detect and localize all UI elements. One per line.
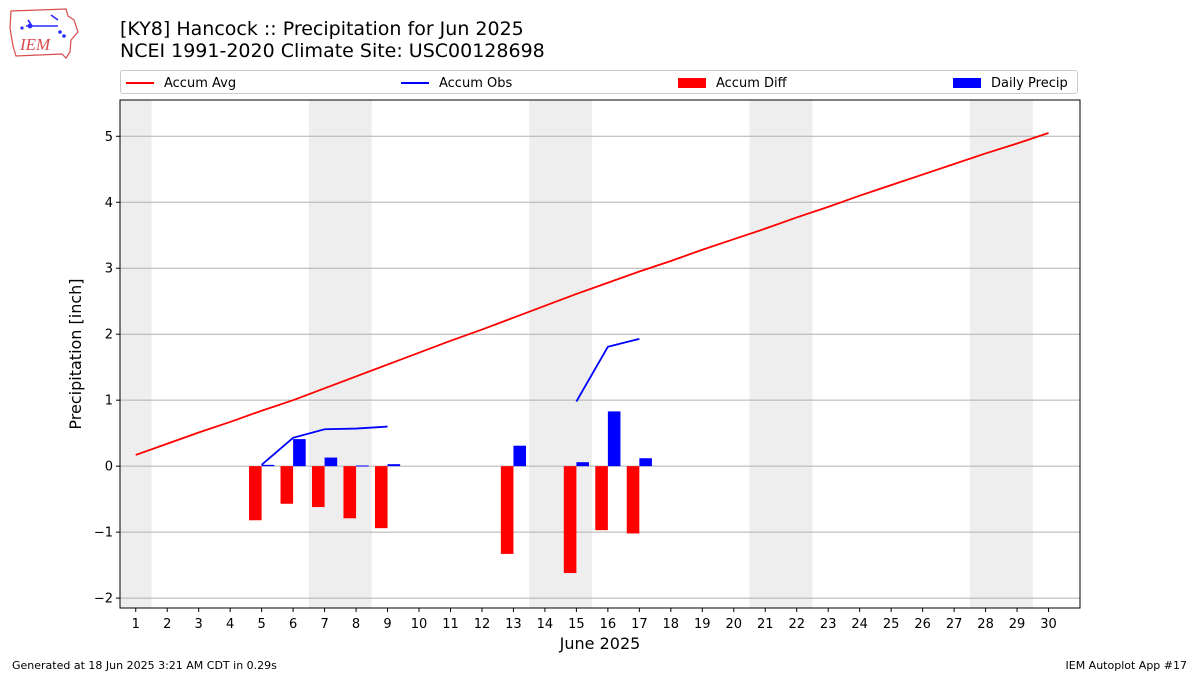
legend-item-daily-precip: Daily Precip — [953, 74, 1068, 92]
xtick-label-26: 27 — [946, 617, 963, 632]
xtick-label-21: 22 — [788, 617, 805, 632]
xtick-label-13: 14 — [537, 617, 554, 632]
accum-diff-bar-day-6 — [280, 466, 294, 504]
legend-label-daily-precip: Daily Precip — [991, 75, 1068, 91]
legend-swatch-accum-avg — [126, 82, 154, 84]
weekend-band-4 — [969, 100, 1033, 608]
xtick-label-15: 16 — [600, 617, 617, 632]
accum-diff-bar-day-5 — [249, 466, 262, 521]
ytick-label-7: 5 — [105, 130, 113, 145]
xtick-label-3: 4 — [226, 617, 234, 632]
legend-swatch-accum-diff — [678, 78, 706, 88]
iem-logo: IEM — [9, 8, 79, 59]
xtick-label-10: 11 — [442, 617, 459, 632]
xtick-label-16: 17 — [631, 617, 648, 632]
footer-app-text: IEM Autoplot App #17 — [1065, 659, 1188, 672]
xtick-label-5: 6 — [289, 617, 297, 632]
xtick-label-1: 2 — [163, 617, 171, 632]
xtick-label-20: 21 — [757, 617, 774, 632]
accum-obs-line-segment-1 — [575, 337, 640, 402]
accum-avg-line — [135, 132, 1049, 456]
xtick-label-12: 13 — [505, 617, 522, 632]
chart-legend: Accum Avg Accum Obs Accum Diff Daily Pre… — [120, 70, 1078, 94]
xtick-label-28: 29 — [1009, 617, 1026, 632]
weekend-band-2 — [529, 100, 593, 608]
daily-precip-bar-day-7 — [324, 457, 338, 467]
footer-generated-text: Generated at 18 Jun 2025 3:21 AM CDT in … — [12, 659, 277, 672]
iem-logo-text: IEM — [19, 35, 51, 54]
xtick-label-2: 3 — [195, 617, 203, 632]
accum-diff-bar-day-13 — [500, 466, 514, 554]
weekend-band-3 — [749, 100, 813, 608]
accum-obs-line-segment-0 — [261, 425, 388, 466]
xtick-label-19: 20 — [725, 617, 742, 632]
xtick-label-7: 8 — [352, 617, 360, 632]
plot-frame — [119, 99, 1081, 609]
legend-label-accum-avg: Accum Avg — [164, 75, 237, 91]
legend-label-accum-obs: Accum Obs — [439, 75, 513, 91]
chart-title: [KY8] Hancock :: Precipitation for Jun 2… — [120, 18, 524, 40]
accum-diff-bar-day-17 — [626, 466, 640, 534]
legend-item-accum-avg: Accum Avg — [126, 74, 236, 92]
xtick-label-23: 24 — [851, 617, 868, 632]
xtick-label-24: 25 — [883, 617, 900, 632]
daily-precip-bar-day-9 — [387, 464, 401, 467]
legend-swatch-accum-obs — [401, 82, 429, 84]
ytick-label-3: 1 — [105, 394, 113, 409]
daily-precip-bar-day-8 — [356, 465, 369, 467]
legend-item-accum-diff: Accum Diff — [678, 74, 787, 92]
xtick-label-0: 1 — [132, 617, 140, 632]
xtick-label-22: 23 — [820, 617, 837, 632]
accum-diff-bar-day-7 — [312, 466, 325, 508]
xtick-label-8: 9 — [383, 617, 391, 632]
legend-label-accum-diff: Accum Diff — [716, 75, 787, 91]
ytick-label-5: 3 — [105, 262, 113, 277]
x-axis-label: June 2025 — [559, 634, 641, 653]
ytick-label-4: 2 — [105, 328, 113, 343]
xtick-label-9: 10 — [411, 617, 428, 632]
accum-diff-bar-day-15 — [563, 466, 577, 574]
weekend-band-0 — [120, 100, 152, 608]
daily-precip-bar-day-6 — [293, 439, 306, 467]
xtick-label-18: 19 — [694, 617, 711, 632]
accum-diff-bar-day-9 — [374, 466, 388, 529]
accum-diff-bar-day-16 — [595, 466, 608, 531]
weekend-band-1 — [308, 100, 372, 608]
xtick-label-27: 28 — [977, 617, 994, 632]
chart-subtitle: NCEI 1991-2020 Climate Site: USC00128698 — [120, 40, 545, 62]
xtick-label-29: 30 — [1040, 617, 1057, 632]
daily-precip-bar-day-16 — [607, 411, 621, 467]
ytick-label-1: −1 — [94, 526, 113, 541]
ytick-label-0: −2 — [94, 592, 113, 607]
daily-precip-bar-day-17 — [639, 458, 652, 467]
y-axis-label: Precipitation [inch] — [66, 278, 85, 429]
xtick-label-17: 18 — [663, 617, 680, 632]
accum-diff-bar-day-8 — [343, 466, 357, 519]
xtick-label-6: 7 — [320, 617, 328, 632]
legend-item-accum-obs: Accum Obs — [401, 74, 512, 92]
ytick-label-2: 0 — [105, 460, 113, 475]
xtick-label-14: 15 — [568, 617, 585, 632]
daily-precip-bar-day-5 — [261, 464, 275, 467]
daily-precip-bar-day-15 — [576, 462, 589, 467]
xtick-label-11: 12 — [474, 617, 491, 632]
xtick-label-4: 5 — [257, 617, 265, 632]
ytick-label-6: 4 — [105, 196, 113, 211]
xtick-label-25: 26 — [914, 617, 931, 632]
daily-precip-bar-day-13 — [513, 445, 527, 467]
legend-swatch-daily-precip — [953, 78, 981, 88]
